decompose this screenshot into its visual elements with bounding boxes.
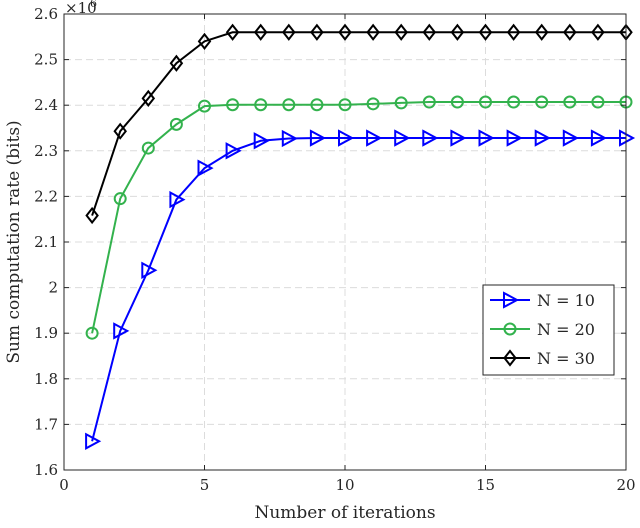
data-point bbox=[366, 23, 380, 41]
data-point bbox=[422, 23, 437, 41]
data-point bbox=[141, 89, 156, 107]
data-point bbox=[535, 95, 549, 109]
data-point bbox=[225, 23, 240, 41]
data-point bbox=[366, 97, 380, 111]
data-point bbox=[85, 206, 99, 225]
x-tick-label: 0 bbox=[59, 476, 69, 494]
data-point bbox=[169, 54, 184, 72]
x-axis-label: Number of iterations bbox=[254, 503, 435, 523]
legend: N = 10 N = 20 N = 30 bbox=[482, 284, 615, 376]
data-point bbox=[309, 129, 327, 147]
legend-marker bbox=[503, 349, 517, 367]
data-point bbox=[506, 129, 523, 147]
y-tick-label: 2 bbox=[48, 279, 58, 297]
series-line bbox=[91, 137, 626, 442]
y-tick-label: 2.2 bbox=[34, 187, 58, 205]
data-point bbox=[253, 132, 270, 150]
data-point bbox=[113, 322, 130, 340]
y-multiplier-exponent: 6 bbox=[90, 0, 97, 10]
y-multiplier: ×10 6 bbox=[65, 0, 97, 17]
data-point bbox=[338, 98, 352, 112]
y-tick-label: 1.8 bbox=[34, 370, 58, 388]
data-point bbox=[226, 98, 240, 112]
data-point bbox=[591, 95, 605, 109]
data-point bbox=[169, 190, 186, 209]
y-tick-label: 1.7 bbox=[34, 415, 58, 433]
data-point bbox=[478, 23, 493, 41]
data-point bbox=[450, 95, 464, 109]
data-point bbox=[422, 95, 436, 109]
data-point bbox=[591, 23, 605, 41]
data-point bbox=[282, 98, 296, 112]
data-point bbox=[479, 95, 492, 109]
data-point bbox=[225, 142, 242, 160]
data-point bbox=[394, 96, 408, 110]
y-tick-label: 2.5 bbox=[34, 51, 58, 69]
data-point bbox=[366, 129, 383, 147]
data-point bbox=[253, 23, 268, 41]
legend-entry: N = 10 bbox=[490, 291, 595, 310]
series-1 bbox=[85, 129, 636, 450]
legend-entry: N = 20 bbox=[490, 320, 595, 339]
y-tick-label: 2.6 bbox=[34, 5, 58, 23]
legend-label: N = 20 bbox=[537, 320, 595, 339]
data-point bbox=[310, 98, 324, 112]
data-point bbox=[310, 23, 324, 41]
data-point bbox=[450, 23, 465, 41]
legend-marker bbox=[503, 291, 520, 309]
data-point bbox=[141, 261, 158, 279]
data-point bbox=[422, 129, 439, 147]
series-2 bbox=[85, 95, 633, 340]
data-point bbox=[563, 95, 577, 109]
data-point bbox=[141, 141, 155, 155]
data-point bbox=[507, 95, 521, 109]
data-point bbox=[506, 23, 521, 41]
data-point bbox=[450, 129, 467, 147]
data-point bbox=[563, 23, 577, 41]
data-point bbox=[85, 432, 102, 450]
data-point bbox=[534, 129, 551, 147]
data-point bbox=[254, 98, 268, 112]
data-point bbox=[338, 129, 355, 147]
ticks: 0 5 10 15 20 1.6 1.7 1.8 1.9 2 2.1 2.2 2.3 2.4 2.5 2.6 bbox=[34, 5, 635, 494]
data-point bbox=[478, 129, 495, 147]
data-point bbox=[338, 23, 352, 41]
legend-label: N = 30 bbox=[537, 349, 595, 368]
data-point bbox=[198, 99, 211, 113]
data-point bbox=[113, 122, 127, 140]
series-layer bbox=[85, 23, 636, 450]
x-tick-label: 20 bbox=[616, 476, 635, 494]
legend-label: N = 10 bbox=[537, 291, 595, 310]
y-tick-label: 1.9 bbox=[34, 324, 58, 342]
y-tick-label: 2.3 bbox=[34, 142, 58, 160]
x-tick-label: 5 bbox=[200, 476, 210, 494]
data-point bbox=[534, 23, 549, 41]
y-tick-label: 1.6 bbox=[34, 461, 58, 479]
data-point bbox=[197, 32, 212, 50]
legend-entry: N = 30 bbox=[490, 349, 595, 368]
series-3 bbox=[85, 23, 633, 225]
data-point bbox=[590, 129, 608, 147]
data-point bbox=[281, 129, 298, 148]
y-tick-label: 2.4 bbox=[34, 96, 58, 114]
data-point bbox=[394, 23, 408, 41]
data-point bbox=[562, 129, 579, 147]
data-point bbox=[282, 23, 296, 41]
legend-marker bbox=[503, 322, 517, 336]
data-point bbox=[113, 192, 127, 206]
y-tick-label: 2.1 bbox=[34, 233, 58, 251]
data-point bbox=[85, 326, 99, 340]
x-tick-label: 10 bbox=[335, 476, 354, 494]
x-tick-label: 15 bbox=[476, 476, 495, 494]
y-multiplier-label: ×10 bbox=[65, 0, 97, 17]
data-point bbox=[394, 129, 411, 147]
y-axis-label: Sum computation rate (bits) bbox=[4, 120, 24, 363]
data-point bbox=[169, 117, 183, 131]
data-point bbox=[197, 159, 214, 177]
